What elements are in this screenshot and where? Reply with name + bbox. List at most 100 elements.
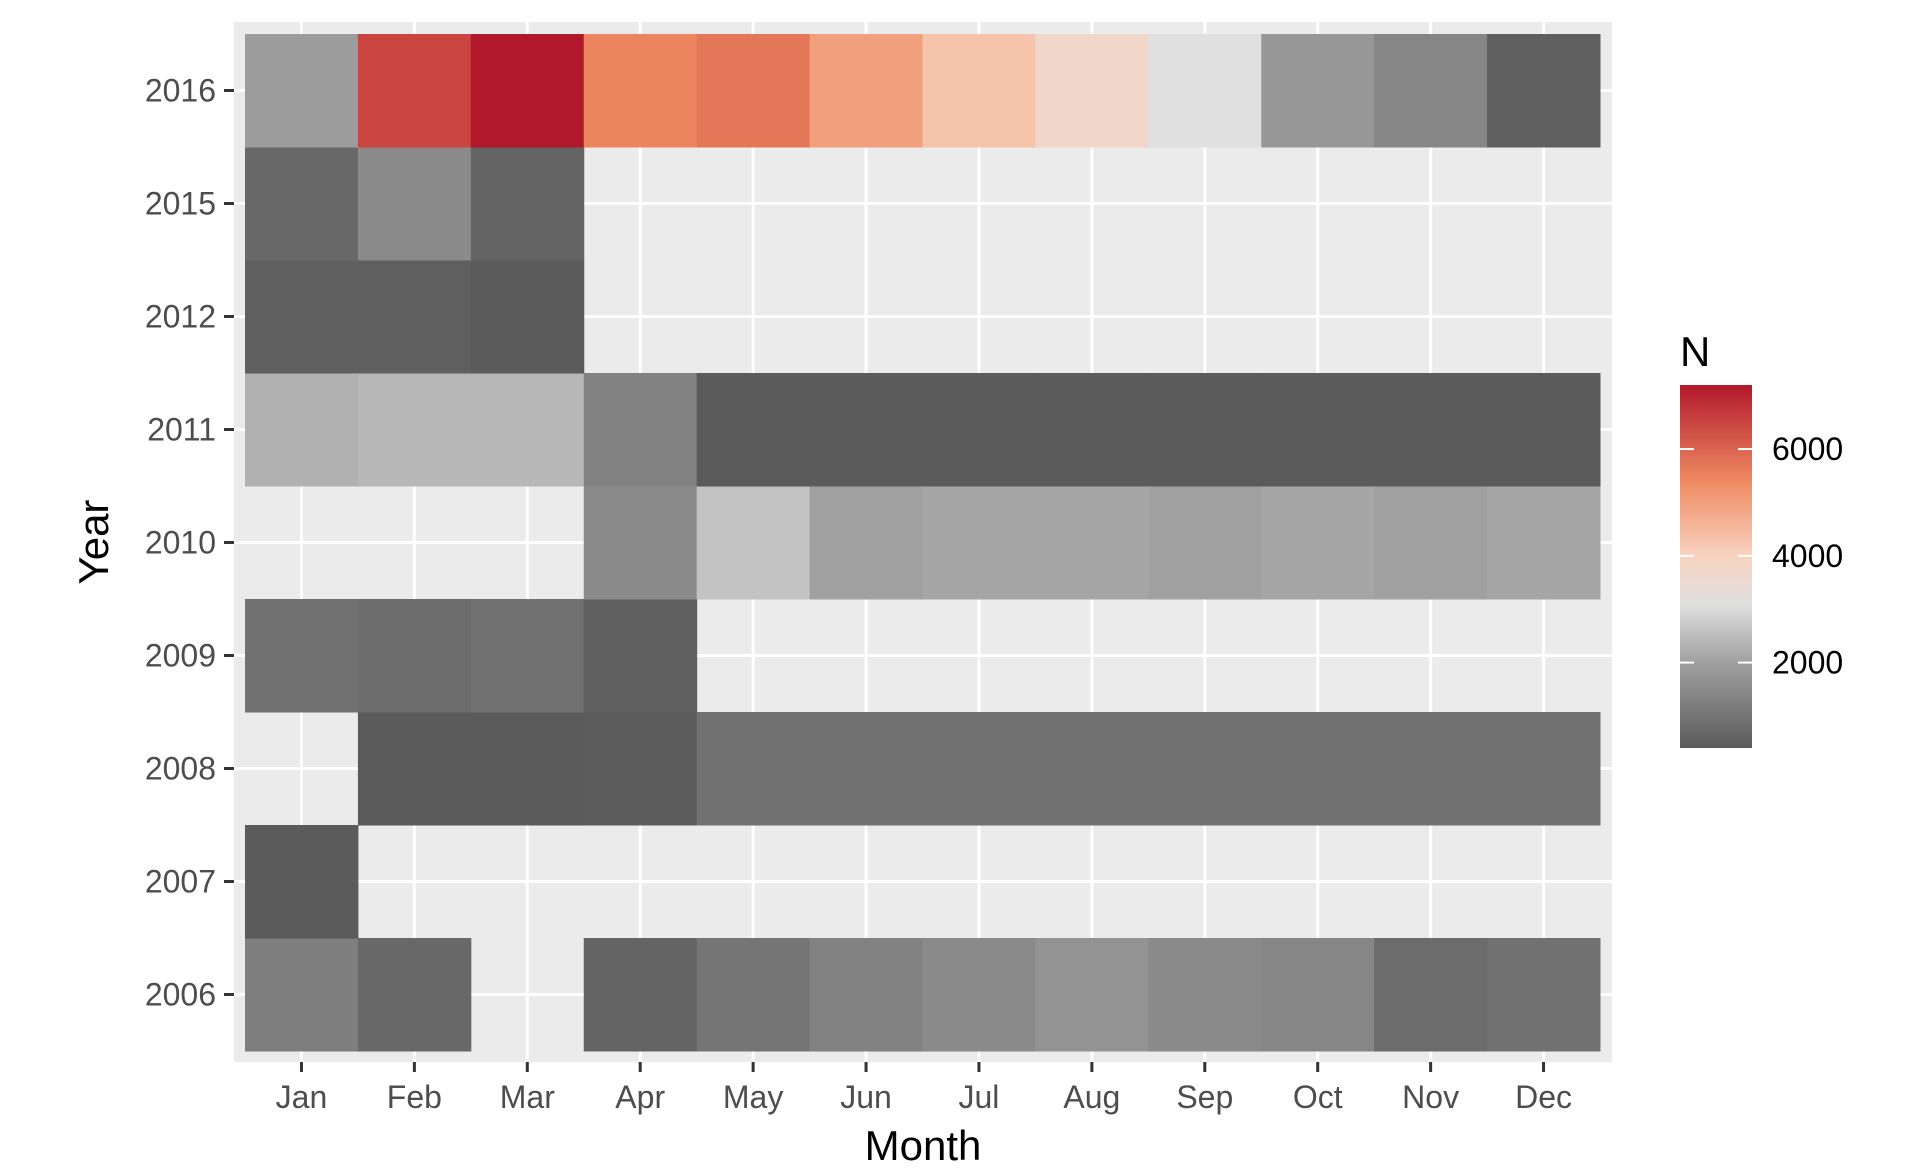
tile-2016-aug <box>1035 34 1149 148</box>
legend-tick-label: 4000 <box>1772 538 1843 574</box>
tile-2006-feb <box>357 938 472 1052</box>
tile-2016-may <box>696 34 811 148</box>
tile-2015-jan <box>245 147 359 261</box>
tile-2009-apr <box>583 599 698 713</box>
tile-2006-sep <box>1148 938 1262 1052</box>
tile-2007-jan <box>245 825 359 939</box>
tile-2010-jul <box>922 486 1036 600</box>
legend-colorbar <box>1680 385 1752 748</box>
tile-2011-aug <box>1035 373 1149 487</box>
tile-2016-apr <box>583 34 698 148</box>
tile-2008-jul <box>922 712 1036 826</box>
tile-2008-apr <box>583 712 698 826</box>
tile-2011-jul <box>922 373 1036 487</box>
tile-2008-feb <box>357 712 472 826</box>
tile-2010-aug <box>1035 486 1149 600</box>
x-tick-label: Jan <box>276 1079 328 1115</box>
heatmap-tiles <box>245 34 1601 1052</box>
y-axis-title: Year <box>70 500 117 585</box>
y-tick-label: 2009 <box>145 638 216 674</box>
tile-2006-jul <box>922 938 1036 1052</box>
x-tick-label: May <box>723 1079 783 1115</box>
tile-2016-jan <box>245 34 359 148</box>
color-legend: N 2000 4000 6000 <box>1680 328 1843 748</box>
x-tick-label: Jun <box>840 1079 892 1115</box>
legend-tick-label: 6000 <box>1772 431 1843 467</box>
tile-2016-sep <box>1148 34 1262 148</box>
tile-2016-mar <box>470 34 585 148</box>
tile-2011-mar <box>470 373 585 487</box>
tile-2016-nov <box>1374 34 1488 148</box>
tile-2008-jun <box>809 712 923 826</box>
x-tick-label: Sep <box>1176 1079 1233 1115</box>
x-tick-label: Aug <box>1063 1079 1120 1115</box>
y-tick-label: 2010 <box>145 525 216 561</box>
tile-2011-may <box>696 373 811 487</box>
x-tick-label: Apr <box>615 1079 665 1115</box>
tile-2010-may <box>696 486 811 600</box>
x-tick-label: Oct <box>1293 1079 1343 1115</box>
tile-2010-oct <box>1261 486 1375 600</box>
y-axis: 2006 2007 2008 2009 2010 2011 2012 2015 2016 <box>145 73 234 1013</box>
tile-2010-dec <box>1487 486 1601 600</box>
tile-2012-jan <box>245 260 359 374</box>
tile-2015-mar <box>470 147 585 261</box>
x-axis: Jan Feb Mar Apr May Jun Jul Aug Sep Oct Nov Dec <box>276 1062 1572 1115</box>
tile-2009-feb <box>357 599 472 713</box>
x-tick-label: Nov <box>1402 1079 1459 1115</box>
x-tick-label: Mar <box>500 1079 555 1115</box>
tile-2011-jan <box>245 373 359 487</box>
x-tick-label: Dec <box>1515 1079 1572 1115</box>
tile-2011-sep <box>1148 373 1262 487</box>
y-tick-label: 2012 <box>145 299 216 335</box>
y-tick-label: 2015 <box>145 186 216 222</box>
tile-2012-feb <box>357 260 472 374</box>
tile-2012-mar <box>470 260 585 374</box>
tile-2008-may <box>696 712 811 826</box>
tile-2011-nov <box>1374 373 1488 487</box>
x-axis-title: Month <box>865 1122 982 1169</box>
y-tick-label: 2016 <box>145 73 216 109</box>
tile-2009-mar <box>470 599 585 713</box>
tile-2010-apr <box>583 486 698 600</box>
tile-2011-apr <box>583 373 698 487</box>
tile-2010-nov <box>1374 486 1488 600</box>
tile-2015-feb <box>357 147 472 261</box>
y-tick-label: 2006 <box>145 977 216 1013</box>
y-tick-label: 2011 <box>147 412 216 448</box>
tile-2008-sep <box>1148 712 1262 826</box>
tile-2016-feb <box>357 34 472 148</box>
tile-2011-oct <box>1261 373 1375 487</box>
tile-2011-jun <box>809 373 923 487</box>
tile-2008-mar <box>470 712 585 826</box>
tile-2009-jan <box>245 599 359 713</box>
tile-2011-feb <box>357 373 472 487</box>
tile-2006-apr <box>583 938 698 1052</box>
tile-2006-oct <box>1261 938 1375 1052</box>
tile-2016-dec <box>1487 34 1601 148</box>
tile-2006-aug <box>1035 938 1149 1052</box>
tile-2008-dec <box>1487 712 1601 826</box>
x-tick-label: Feb <box>387 1079 442 1115</box>
tile-2010-sep <box>1148 486 1262 600</box>
tile-2016-jul <box>922 34 1036 148</box>
tile-2008-nov <box>1374 712 1488 826</box>
tile-2010-jun <box>809 486 923 600</box>
tile-2008-aug <box>1035 712 1149 826</box>
legend-title: N <box>1680 328 1710 375</box>
tile-2006-dec <box>1487 938 1601 1052</box>
y-tick-label: 2008 <box>145 751 216 787</box>
legend-tick-label: 2000 <box>1772 645 1843 681</box>
tile-2006-may <box>696 938 811 1052</box>
tile-2006-nov <box>1374 938 1488 1052</box>
tile-2011-dec <box>1487 373 1601 487</box>
legend-ticks: 2000 4000 6000 <box>1680 431 1843 681</box>
y-tick-label: 2007 <box>145 864 216 900</box>
tile-2016-jun <box>809 34 923 148</box>
tile-2016-oct <box>1261 34 1375 148</box>
tile-2006-jan <box>245 938 359 1052</box>
tile-2006-jun <box>809 938 923 1052</box>
tile-2008-oct <box>1261 712 1375 826</box>
x-tick-label: Jul <box>959 1079 1000 1115</box>
